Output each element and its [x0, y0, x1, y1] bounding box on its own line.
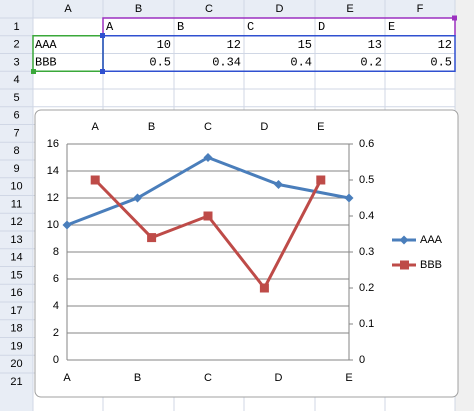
- column-header: F: [417, 3, 424, 15]
- column-header: E: [346, 3, 353, 15]
- x-tick-label: B: [134, 372, 141, 384]
- legend-label: AAA: [420, 234, 443, 246]
- marker: [259, 283, 269, 293]
- marker: [344, 193, 354, 203]
- marker: [203, 153, 213, 162]
- row-header: 1: [13, 21, 19, 33]
- column-header: A: [64, 3, 72, 15]
- handle[interactable]: [452, 15, 457, 21]
- y2-tick-label: 0.3: [359, 246, 374, 258]
- cell: 12: [438, 38, 452, 52]
- row-header: 17: [10, 305, 22, 317]
- cell: A: [106, 20, 114, 34]
- column-header: C: [205, 3, 213, 15]
- cell: E: [388, 20, 395, 34]
- selection-blue: [102, 35, 456, 72]
- cell: 10: [157, 38, 171, 52]
- cell: 0.4: [290, 56, 312, 70]
- column-header-bar: [0, 0, 474, 18]
- marker: [316, 175, 326, 185]
- marker: [203, 211, 213, 221]
- x2-tick-label: C: [204, 121, 212, 133]
- row-header: 21: [10, 376, 22, 388]
- marker: [274, 180, 283, 189]
- cell: 15: [298, 38, 312, 52]
- y-tick-label: 8: [53, 246, 59, 258]
- row-header: 19: [10, 340, 22, 352]
- cell: 0.2: [360, 56, 382, 70]
- row-header: 20: [10, 358, 22, 370]
- marker: [133, 193, 142, 203]
- row-header: 11: [11, 198, 22, 210]
- cell: 0.5: [430, 56, 452, 70]
- scroll-area: [455, 0, 474, 411]
- cell: B: [177, 20, 184, 34]
- y-tick-label: 16: [47, 138, 59, 150]
- x2-tick-label: B: [148, 121, 155, 133]
- y-tick-label: 12: [47, 192, 59, 204]
- handle[interactable]: [31, 69, 36, 74]
- row-header: 9: [13, 163, 19, 175]
- y2-tick-label: 0.5: [359, 174, 374, 186]
- cell: C: [247, 20, 254, 34]
- cell: D: [318, 20, 325, 34]
- row-header: 14: [10, 252, 22, 264]
- column-header: D: [276, 3, 284, 15]
- cell: 0.34: [212, 56, 241, 70]
- row-header: 8: [13, 145, 19, 157]
- row-header: 2: [13, 39, 19, 51]
- x-tick-label: A: [63, 372, 71, 384]
- cell: 0.5: [149, 56, 171, 70]
- x2-tick-label: A: [92, 121, 100, 133]
- y2-tick-label: 0.1: [359, 318, 374, 330]
- row-header: 6: [13, 110, 19, 122]
- row-header: 16: [10, 287, 22, 299]
- marker: [62, 220, 72, 230]
- row-header: 4: [13, 74, 19, 86]
- x-tick-label: E: [345, 372, 352, 384]
- y-tick-label: 6: [53, 273, 59, 285]
- x-tick-label: D: [275, 372, 283, 384]
- y2-tick-label: 0.2: [359, 282, 374, 294]
- y-tick-label: 4: [53, 300, 59, 312]
- row-header: 15: [10, 269, 22, 281]
- y2-tick-label: 0.6: [359, 138, 374, 150]
- handle[interactable]: [100, 69, 105, 74]
- cell: BBB: [35, 56, 57, 70]
- y2-tick-label: 0: [359, 354, 365, 366]
- y-tick-label: 14: [47, 165, 59, 177]
- legend-marker: [399, 235, 409, 245]
- cell: AAA: [35, 38, 57, 52]
- row-header: 18: [10, 323, 22, 335]
- chart-box[interactable]: [34, 109, 459, 398]
- row-header: 3: [13, 56, 19, 68]
- y-tick-label: 2: [53, 327, 59, 339]
- y-tick-label: 0: [53, 354, 59, 366]
- column-header: B: [135, 3, 142, 15]
- handle[interactable]: [100, 33, 105, 38]
- row-header: 12: [10, 216, 22, 228]
- legend-marker: [400, 260, 409, 270]
- chart: 0 2 4 6 8 10 12 14 16 0 0.1 0.2 0.3 0.4 0.5 0.6 A A B B C C D D…: [47, 121, 443, 384]
- y-tick-label: 10: [47, 219, 59, 231]
- x2-tick-label: E: [317, 121, 324, 133]
- cell: 12: [227, 38, 241, 52]
- y2-tick-label: 0.4: [359, 210, 374, 222]
- row-header-bar: [0, 0, 33, 411]
- x-tick-label: C: [204, 372, 212, 384]
- marker: [90, 175, 100, 185]
- marker: [147, 233, 157, 243]
- x2-tick-label: D: [260, 121, 268, 133]
- cell: 13: [368, 38, 382, 52]
- row-header: 10: [10, 181, 22, 193]
- legend-label: BBB: [420, 259, 442, 271]
- row-header: 7: [13, 127, 19, 139]
- row-header: 5: [13, 92, 19, 104]
- row-header: 13: [10, 234, 22, 246]
